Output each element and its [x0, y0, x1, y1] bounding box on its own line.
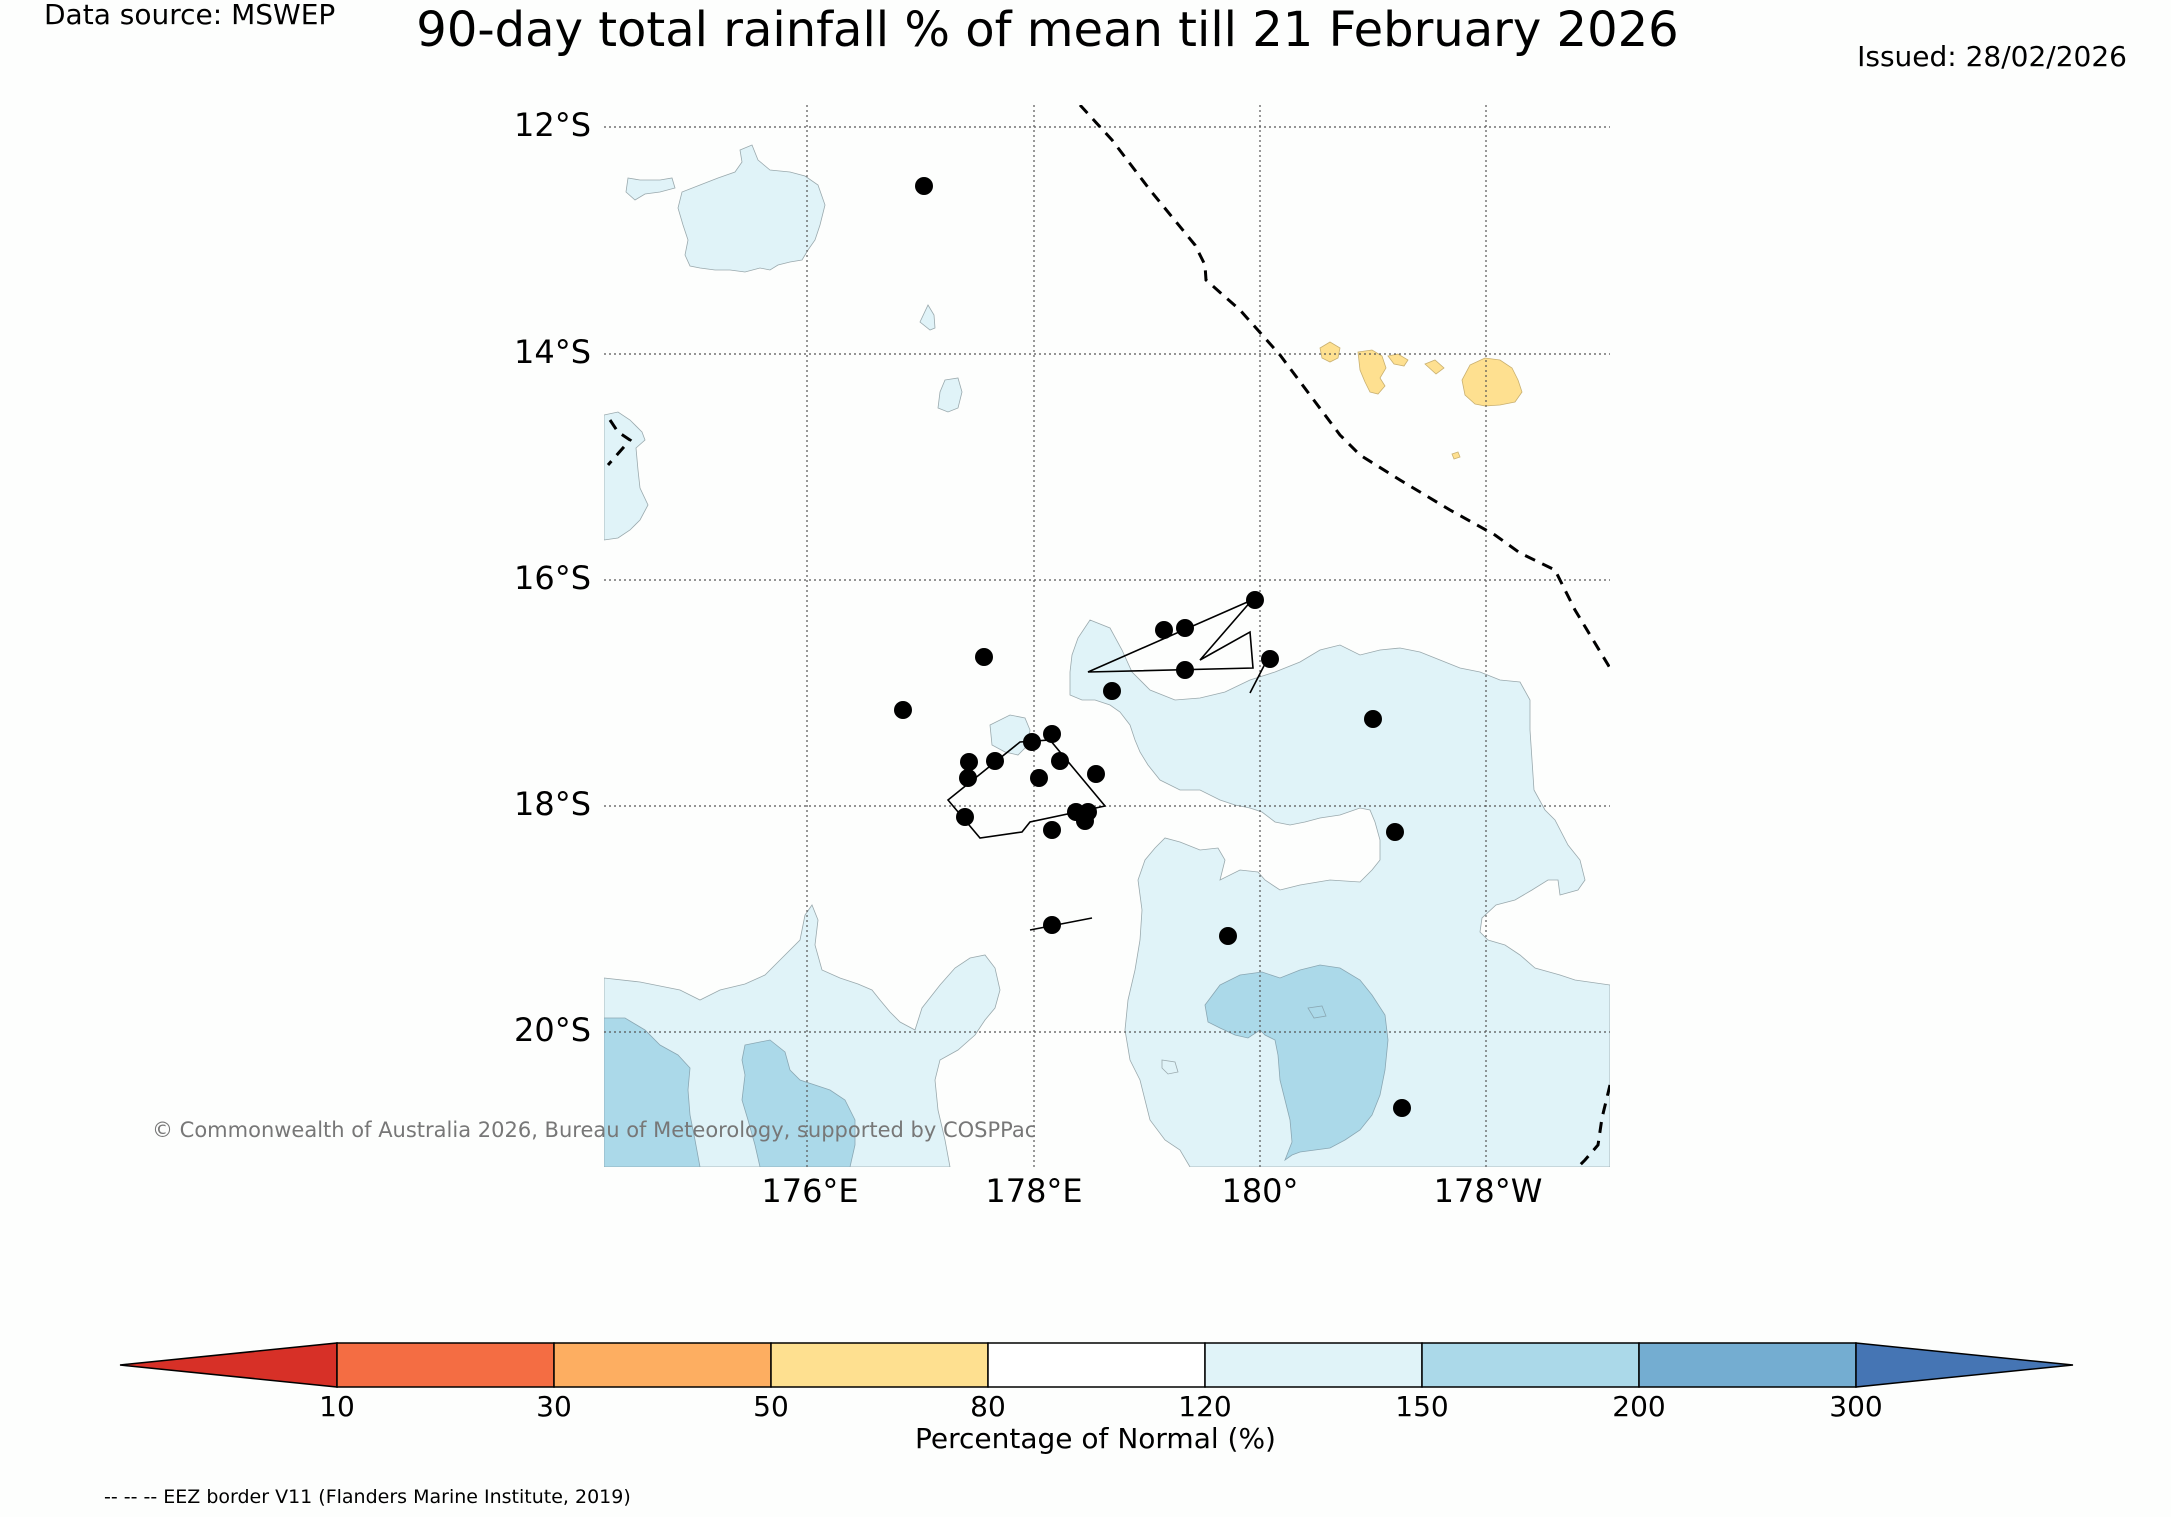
eez-border-west: [606, 419, 633, 466]
stations: [894, 177, 1411, 1117]
region-150-200-south-central: [741, 1039, 856, 1167]
region-50-80-islet-a: [1319, 341, 1341, 363]
region-50-80-islet-c: [1387, 353, 1409, 367]
station-dot: [959, 769, 977, 787]
outline-south-line: [1029, 917, 1093, 931]
region-150-200-southwest: [604, 1017, 701, 1167]
colorbar-tick: 150: [1395, 1390, 1449, 1423]
region-120-150-north-island: [677, 144, 826, 273]
station-dot: [1103, 682, 1121, 700]
station-dot: [1076, 812, 1094, 830]
graticule: [604, 105, 1610, 1167]
station-dot: [1246, 591, 1264, 609]
eez-border-southeast: [1576, 1084, 1610, 1167]
outline-northeast-triangle: [1087, 599, 1254, 673]
station-dot: [1030, 769, 1048, 787]
region-120-150-islet-a: [625, 177, 676, 201]
region-150-200-islet: [1307, 1005, 1327, 1019]
colorbar-segment-150-200: [1421, 1342, 1640, 1388]
copyright-notice: © Commonwealth of Australia 2026, Bureau…: [152, 1118, 1037, 1142]
rainfall-field: [604, 105, 1610, 1167]
station-dot: [1043, 916, 1061, 934]
colorbar-tick: 120: [1178, 1390, 1232, 1423]
region-120-150-islet-b: [919, 304, 936, 331]
region-120-150-islet-c: [937, 377, 963, 413]
station-dot: [956, 808, 974, 826]
colorbar-tick: 10: [319, 1390, 355, 1423]
map-title-text: 90-day total rainfall % of mean till 21 …: [416, 2, 1679, 58]
colorbar: [119, 1342, 2074, 1388]
lat-label-16s: 16°S: [514, 559, 592, 597]
colorbar-segment-10-30: [336, 1342, 555, 1388]
colorbar-tick: 30: [536, 1390, 572, 1423]
eez-border: [606, 105, 1610, 1167]
region-120-150-islet-d: [1161, 1059, 1179, 1075]
colorbar-under-triangle: [119, 1342, 338, 1388]
station-dot: [1261, 650, 1279, 668]
station-dot: [1087, 765, 1105, 783]
station-dot: [1155, 621, 1173, 639]
colorbar-segment-30-50: [553, 1342, 772, 1388]
lon-label-180: 180°: [1221, 1172, 1299, 1210]
eez-border-note: -- -- -- EEZ border V11 (Flanders Marine…: [104, 1486, 631, 1508]
colorbar-tick: 200: [1612, 1390, 1666, 1423]
region-50-80-islet-e: [1451, 451, 1461, 460]
station-dot: [1219, 927, 1237, 945]
colorbar-tick: 300: [1829, 1390, 1883, 1423]
lat-label-14s: 14°S: [514, 333, 592, 371]
issued-date: Issued: 28/02/2026: [1857, 40, 2127, 73]
colorbar-segment-50-80: [770, 1342, 989, 1388]
colorbar-segment-200-300: [1638, 1342, 1857, 1388]
region-50-80-islet-b: [1357, 349, 1387, 395]
colorbar-segment-120-150: [1204, 1342, 1423, 1388]
station-dot: [915, 177, 933, 195]
map-title: 90-day total rainfall % of mean till 21 …: [0, 2, 2171, 58]
station-dot: [1176, 661, 1194, 679]
region-120-150-south: [604, 904, 1001, 1167]
station-dot: [894, 701, 912, 719]
colorbar-tick: 80: [970, 1390, 1006, 1423]
station-dot: [1386, 823, 1404, 841]
station-dot: [1393, 1099, 1411, 1117]
station-dot: [986, 752, 1004, 770]
data-source-label: Data source: MSWEP: [44, 0, 336, 31]
colorbar-tick: 50: [753, 1390, 789, 1423]
region-120-150-east: [1069, 619, 1610, 1167]
colorbar-segment-80-120: [987, 1342, 1206, 1388]
eez-border-northeast: [1078, 105, 1610, 669]
region-50-80-northeast: [1461, 357, 1523, 407]
station-dot: [960, 753, 978, 771]
lat-label-18s: 18°S: [514, 785, 592, 823]
colorbar-label: Percentage of Normal (%): [0, 1422, 2171, 1455]
colorbar-label-text: Percentage of Normal (%): [915, 1422, 1276, 1455]
lat-label-20s: 20°S: [514, 1011, 592, 1049]
station-dot: [975, 648, 993, 666]
lat-label-12s: 12°S: [514, 106, 592, 144]
station-dot: [1043, 821, 1061, 839]
region-150-200-southeast: [1204, 964, 1389, 1162]
station-dot: [1364, 710, 1382, 728]
lon-label-178e: 178°E: [985, 1172, 1083, 1210]
lon-label-176e: 176°E: [761, 1172, 859, 1210]
lon-label-178w: 178°W: [1433, 1172, 1543, 1210]
station-dot: [1176, 619, 1194, 637]
station-dot: [1023, 733, 1041, 751]
station-dot: [1051, 752, 1069, 770]
colorbar-over-triangle: [1855, 1342, 2074, 1388]
region-120-150-west-edge: [604, 411, 649, 541]
region-50-80-islet-d: [1424, 359, 1445, 375]
station-dot: [1043, 725, 1061, 743]
